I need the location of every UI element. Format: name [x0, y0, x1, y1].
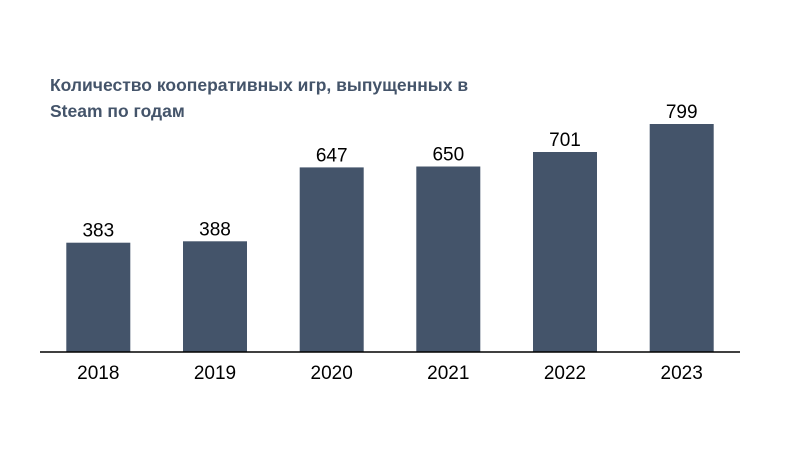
bar-2020 [299, 167, 364, 352]
x-tick-label-2019: 2019 [194, 363, 236, 384]
data-label-2021: 650 [432, 145, 464, 166]
x-tick-label-2022: 2022 [544, 363, 586, 384]
data-label-2022: 701 [549, 130, 581, 151]
data-label-2019: 388 [199, 219, 231, 240]
x-tick-label-2021: 2021 [427, 363, 469, 384]
data-label-2018: 383 [82, 221, 114, 242]
bar-2022 [533, 152, 597, 352]
bar-2021 [416, 166, 481, 352]
labels-layer: 383 2018 388 2019 647 2020 650 2021 701 2022 799 20… [77, 102, 703, 384]
bar-2019 [183, 241, 247, 352]
data-label-2020: 647 [316, 145, 348, 166]
data-label-2023: 799 [666, 102, 698, 123]
x-tick-label-2023: 2023 [661, 363, 703, 384]
bar-2018 [66, 242, 131, 352]
x-tick-label-2018: 2018 [77, 363, 119, 384]
x-tick-label-2020: 2020 [311, 363, 353, 384]
bars-layer [66, 124, 714, 352]
chart-title: Количество кооперативных игр, выпущенных… [50, 75, 469, 121]
bar-2023 [649, 124, 714, 352]
